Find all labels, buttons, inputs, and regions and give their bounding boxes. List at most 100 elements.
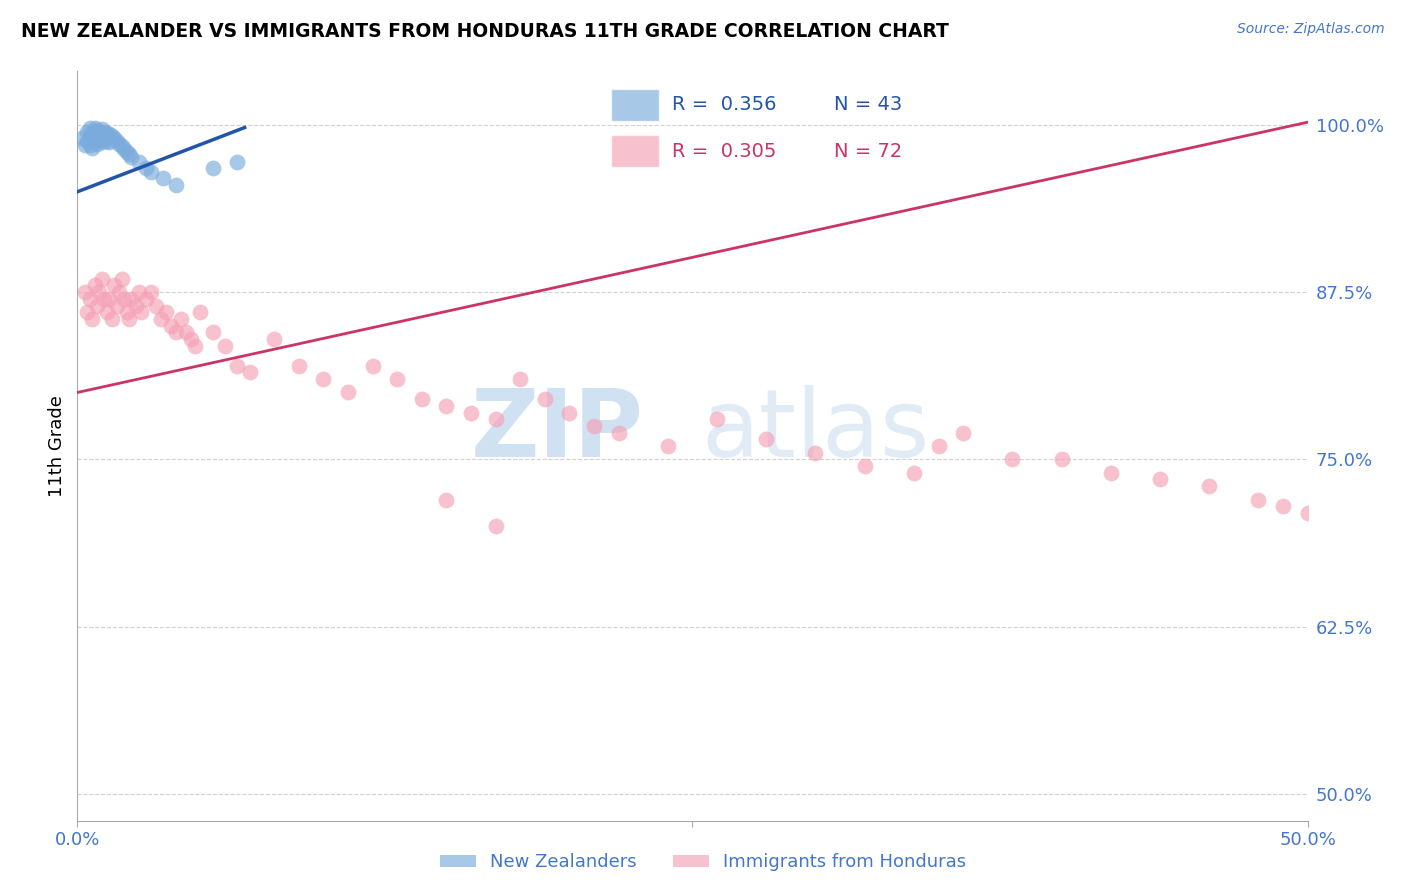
Point	[82, 141, 104, 155]
Point	[111, 139, 132, 153]
Point	[534, 392, 557, 407]
Point	[83, 120, 105, 135]
Point	[135, 292, 157, 306]
Point	[101, 128, 124, 143]
Point	[76, 125, 98, 139]
Point	[105, 134, 128, 148]
Point	[312, 372, 335, 386]
Point	[105, 298, 128, 313]
Point	[436, 492, 458, 507]
Point	[86, 136, 108, 151]
Text: N = 43: N = 43	[834, 95, 903, 114]
Point	[141, 285, 163, 300]
Point	[928, 439, 950, 453]
Point	[79, 128, 101, 143]
Point	[1099, 466, 1122, 480]
Point	[485, 519, 508, 533]
Point	[165, 178, 187, 193]
Point	[135, 161, 157, 175]
Point	[188, 305, 212, 319]
Point	[385, 372, 409, 386]
Y-axis label: 11th Grade: 11th Grade	[48, 395, 66, 497]
Point	[160, 318, 183, 333]
Point	[1001, 452, 1024, 467]
Point	[96, 305, 118, 319]
Point	[170, 312, 193, 326]
Point	[755, 433, 778, 447]
Point	[337, 385, 360, 400]
Point	[125, 298, 148, 313]
Point	[79, 138, 101, 153]
Point	[214, 339, 236, 353]
Point	[98, 136, 121, 150]
Point	[121, 292, 143, 306]
Point	[152, 171, 174, 186]
Point	[79, 292, 101, 306]
Point	[436, 399, 458, 413]
Point	[155, 305, 177, 319]
Point	[89, 131, 111, 145]
Point	[121, 150, 143, 164]
Point	[361, 359, 384, 373]
Point	[118, 312, 141, 326]
Point	[1198, 479, 1220, 493]
Point	[226, 359, 249, 373]
Point	[952, 425, 974, 440]
Point	[115, 145, 138, 159]
Point	[90, 136, 114, 150]
Text: R =  0.305: R = 0.305	[672, 142, 776, 161]
Point	[128, 285, 150, 300]
Point	[93, 133, 115, 147]
Point	[141, 164, 163, 178]
Point	[83, 136, 105, 150]
Point	[180, 332, 202, 346]
Point	[657, 439, 679, 453]
Point	[583, 419, 606, 434]
Point	[83, 128, 105, 142]
Point	[853, 459, 876, 474]
Point	[98, 128, 121, 142]
Point	[89, 285, 111, 300]
Point	[98, 292, 121, 306]
Legend: New Zealanders, Immigrants from Honduras: New Zealanders, Immigrants from Honduras	[432, 847, 974, 879]
Point	[460, 405, 482, 419]
Point	[129, 305, 153, 319]
FancyBboxPatch shape	[612, 89, 658, 120]
Point	[145, 298, 167, 313]
Point	[165, 326, 187, 340]
Point	[1149, 473, 1171, 487]
Point	[86, 130, 108, 145]
Point	[174, 326, 197, 340]
Point	[706, 412, 728, 426]
Point	[90, 128, 114, 143]
Point	[239, 366, 262, 380]
Point	[112, 142, 135, 156]
Text: Source: ZipAtlas.com: Source: ZipAtlas.com	[1237, 22, 1385, 37]
Point	[86, 123, 108, 137]
Point	[82, 131, 104, 145]
Point	[184, 339, 207, 353]
Point	[73, 138, 96, 153]
Point	[82, 125, 104, 139]
Point	[79, 120, 101, 135]
Point	[70, 131, 93, 145]
FancyBboxPatch shape	[612, 135, 658, 167]
Point	[1247, 492, 1270, 507]
Point	[96, 134, 118, 148]
Point	[101, 312, 124, 326]
Point	[115, 305, 138, 319]
Text: N = 72: N = 72	[834, 142, 903, 161]
Point	[111, 271, 132, 285]
Point	[73, 285, 96, 300]
Text: ZIP: ZIP	[471, 385, 644, 477]
Text: R =  0.356: R = 0.356	[672, 95, 776, 114]
Point	[903, 466, 925, 480]
Point	[90, 271, 114, 285]
Point	[103, 278, 125, 293]
Point	[1296, 506, 1319, 520]
Point	[96, 126, 118, 140]
Point	[83, 278, 105, 293]
Point	[201, 161, 224, 175]
Point	[804, 446, 827, 460]
Point	[150, 312, 173, 326]
